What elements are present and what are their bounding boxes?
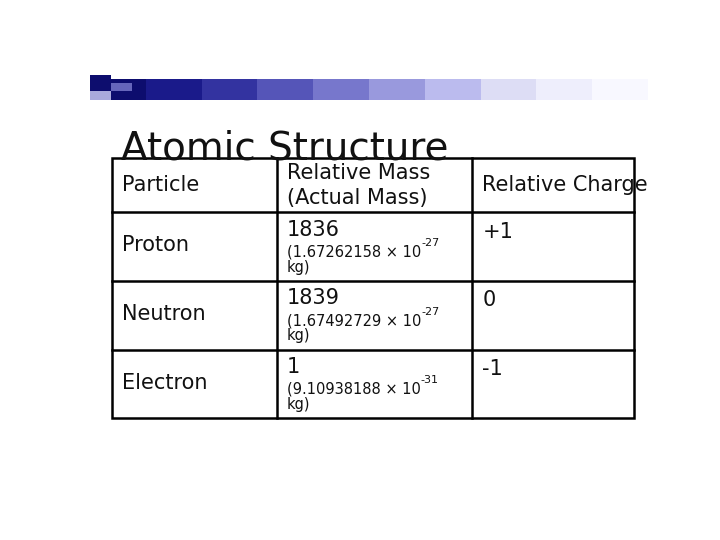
Bar — [202, 78, 258, 100]
Text: (1.67262158 × 10: (1.67262158 × 10 — [287, 245, 421, 260]
Text: -27: -27 — [421, 238, 439, 248]
Bar — [90, 75, 111, 91]
Bar — [112, 158, 634, 418]
Text: -27: -27 — [421, 307, 440, 316]
Bar — [313, 78, 369, 100]
Bar — [90, 91, 111, 100]
Text: Relative Mass
(Actual Mass): Relative Mass (Actual Mass) — [287, 163, 431, 208]
Text: kg): kg) — [287, 260, 310, 275]
Text: (1.67492729 × 10: (1.67492729 × 10 — [287, 313, 421, 328]
Text: Neutron: Neutron — [122, 304, 206, 324]
Text: Proton: Proton — [122, 235, 189, 255]
Text: Particle: Particle — [122, 176, 199, 195]
Bar — [536, 78, 593, 100]
Text: -31: -31 — [421, 375, 439, 385]
Bar — [593, 78, 648, 100]
Text: Electron: Electron — [122, 373, 208, 393]
Bar — [369, 78, 425, 100]
Bar — [481, 78, 536, 100]
Text: kg): kg) — [287, 397, 310, 412]
Bar — [111, 83, 132, 91]
Text: kg): kg) — [287, 328, 310, 343]
Text: -1: -1 — [482, 359, 503, 379]
Text: +1: +1 — [482, 221, 513, 241]
Text: 1836: 1836 — [287, 220, 340, 240]
Bar — [425, 78, 481, 100]
Bar — [258, 78, 313, 100]
Text: 1: 1 — [287, 357, 300, 377]
Text: Atomic Structure: Atomic Structure — [121, 129, 448, 167]
Text: 1839: 1839 — [287, 288, 340, 308]
Bar — [90, 78, 145, 100]
Text: 0: 0 — [482, 290, 495, 310]
Bar — [145, 78, 202, 100]
Text: (9.10938188 × 10: (9.10938188 × 10 — [287, 382, 421, 397]
Text: Relative Charge: Relative Charge — [482, 176, 648, 195]
